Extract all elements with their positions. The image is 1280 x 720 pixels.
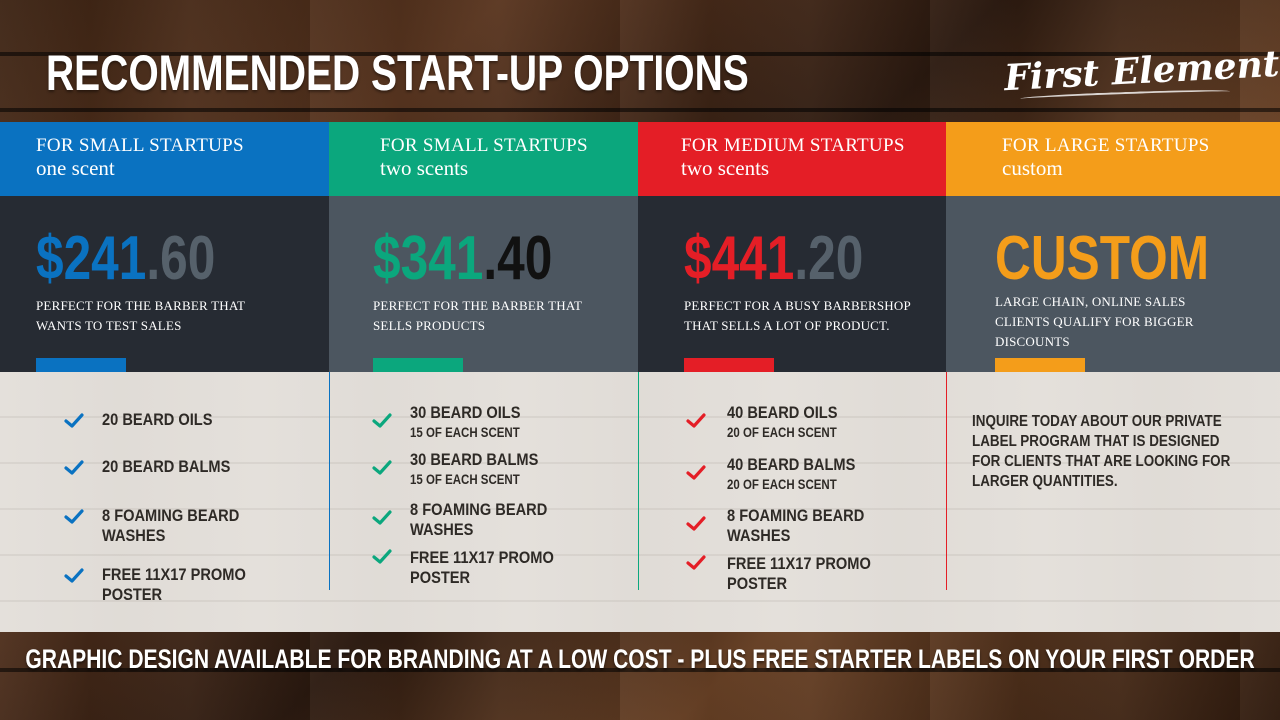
feature-item: 40 BEARD BALMS 20 OF EACH SCENT — [686, 455, 894, 506]
plan-description: LARGE CHAIN, ONLINE SALES CLIENTS QUALIF… — [995, 294, 1194, 349]
feature-title-cont: WASHES — [410, 520, 474, 539]
plan-card-small-one-scent: FOR SMALL STARTUPS one scent $241.60 PER… — [0, 122, 329, 372]
private-label-inquiry: INQUIRE TODAY ABOUT OUR PRIVATE LABEL PR… — [972, 413, 1231, 490]
feature-item: 8 FOAMING BEARD WASHES — [372, 500, 577, 548]
feature-title: 30 BEARD OILS — [410, 403, 521, 422]
feature-item: 20 BEARD BALMS — [64, 457, 269, 506]
feature-item: FREE 11X17 PROMO POSTER — [64, 565, 269, 609]
footer-banner: GRAPHIC DESIGN AVAILABLE FOR BRANDING AT… — [0, 632, 1280, 686]
feature-subtitle: 15 OF EACH SCENT — [410, 424, 520, 440]
features-band — [0, 372, 1280, 632]
feature-title: FREE 11X17 PROMO — [102, 565, 246, 584]
feature-item: FREE 11X17 PROMO POSTER — [372, 548, 577, 592]
plan-body: $441.20 PERFECT FOR A BUSY BARBERSHOP TH… — [638, 196, 946, 372]
column-divider-3 — [946, 372, 947, 590]
feature-subtitle: 20 OF EACH SCENT — [727, 476, 837, 492]
plan-price: $341.40 — [373, 228, 552, 290]
column-divider-1 — [329, 372, 330, 590]
plan-accent-bar — [684, 358, 774, 372]
plan-price: CUSTOM — [995, 228, 1209, 290]
plan-description: PERFECT FOR A BUSY BARBERSHOP THAT SELLS… — [684, 298, 911, 333]
plan-description: PERFECT FOR THE BARBER THAT WANTS TO TES… — [36, 298, 245, 333]
plan-features-list: 20 BEARD OILS 20 BEARD BALMS 8 FOAMING B… — [64, 410, 269, 609]
feature-title: FREE 11X17 PROMO — [727, 554, 871, 573]
plan-header-tier: FOR MEDIUM STARTUPS — [681, 135, 905, 156]
feature-title-cont: WASHES — [102, 526, 166, 545]
price-dollars: $441 — [684, 224, 795, 293]
feature-item: 8 FOAMING BEARD WASHES — [686, 506, 894, 554]
plan-features-list: 30 BEARD OILS 15 OF EACH SCENT 30 BEARD … — [372, 403, 577, 592]
feature-title: 40 BEARD BALMS — [727, 455, 856, 474]
plan-accent-bar — [36, 358, 126, 372]
plan-header: FOR SMALL STARTUPS one scent — [0, 122, 329, 196]
plan-header-scent: one scent — [36, 155, 115, 180]
feature-title-cont: POSTER — [102, 585, 163, 604]
plan-header-scent: custom — [1002, 155, 1063, 180]
checkmark-icon — [686, 555, 706, 570]
plan-header-tier: FOR SMALL STARTUPS — [380, 135, 588, 156]
plan-header: FOR LARGE STARTUPS custom — [946, 122, 1280, 196]
feature-item: 30 BEARD OILS 15 OF EACH SCENT — [372, 403, 577, 450]
feature-title-cont: WASHES — [727, 526, 791, 545]
plan-card-medium-two-scents: FOR MEDIUM STARTUPS two scents $441.20 P… — [638, 122, 946, 372]
plan-header: FOR MEDIUM STARTUPS two scents — [638, 122, 946, 196]
feature-subtitle: 15 OF EACH SCENT — [410, 471, 520, 487]
checkmark-icon — [64, 568, 84, 583]
plan-header-tier: FOR SMALL STARTUPS — [36, 135, 244, 156]
price-dollars: $241 — [36, 224, 147, 293]
feature-title: 30 BEARD BALMS — [410, 450, 539, 469]
plan-description: PERFECT FOR THE BARBER THAT SELLS PRODUC… — [373, 298, 582, 333]
price-dollars: $341 — [373, 224, 484, 293]
price-cents: .60 — [146, 224, 216, 293]
feature-title: 8 FOAMING BEARD — [102, 506, 240, 525]
feature-title: FREE 11X17 PROMO — [410, 548, 554, 567]
plan-price: $441.20 — [684, 228, 863, 290]
checkmark-icon — [64, 413, 84, 428]
checkmark-icon — [372, 510, 392, 525]
checkmark-icon — [64, 460, 84, 475]
plan-body: CUSTOM LARGE CHAIN, ONLINE SALES CLIENTS… — [946, 196, 1280, 372]
plan-accent-bar — [995, 358, 1085, 372]
plan-card-small-two-scents: FOR SMALL STARTUPS two scents $341.40 PE… — [329, 122, 638, 372]
checkmark-icon — [372, 549, 392, 564]
plan-features-list: 40 BEARD OILS 20 OF EACH SCENT 40 BEARD … — [686, 403, 894, 598]
plan-header-tier: FOR LARGE STARTUPS — [1002, 135, 1210, 156]
feature-title: 20 BEARD OILS — [102, 410, 213, 429]
plan-header-scent: two scents — [681, 155, 770, 180]
plan-accent-bar — [373, 358, 463, 372]
column-divider-2 — [638, 372, 639, 590]
plan-price: $241.60 — [36, 228, 215, 290]
plan-card-large-custom: FOR LARGE STARTUPS custom CUSTOM LARGE C… — [946, 122, 1280, 372]
plan-body: $241.60 PERFECT FOR THE BARBER THAT WANT… — [0, 196, 329, 372]
feature-title: 8 FOAMING BEARD — [727, 506, 865, 525]
price-cents: .20 — [794, 224, 864, 293]
checkmark-icon — [686, 465, 706, 480]
checkmark-icon — [686, 413, 706, 428]
feature-title: 8 FOAMING BEARD — [410, 500, 548, 519]
feature-subtitle: 20 OF EACH SCENT — [727, 424, 837, 440]
price-cents: .40 — [483, 224, 553, 293]
checkmark-icon — [64, 509, 84, 524]
feature-item: 20 BEARD OILS — [64, 410, 269, 457]
checkmark-icon — [372, 413, 392, 428]
checkmark-icon — [372, 460, 392, 475]
feature-title: 20 BEARD BALMS — [102, 457, 231, 476]
feature-item: 8 FOAMING BEARD WASHES — [64, 506, 269, 565]
checkmark-icon — [686, 516, 706, 531]
feature-item: 30 BEARD BALMS 15 OF EACH SCENT — [372, 450, 577, 500]
feature-item: FREE 11X17 PROMO POSTER — [686, 554, 894, 598]
feature-title-cont: POSTER — [727, 574, 788, 593]
plan-header: FOR SMALL STARTUPS two scents — [329, 122, 638, 196]
feature-title: 40 BEARD OILS — [727, 403, 838, 422]
page-title: RECOMMENDED START-UP OPTIONS — [46, 45, 749, 101]
plan-body: $341.40 PERFECT FOR THE BARBER THAT SELL… — [329, 196, 638, 372]
price-custom: CUSTOM — [995, 224, 1210, 293]
footer-text: GRAPHIC DESIGN AVAILABLE FOR BRANDING AT… — [25, 643, 1255, 674]
plan-header-scent: two scents — [380, 155, 469, 180]
feature-item: 40 BEARD OILS 20 OF EACH SCENT — [686, 403, 894, 455]
feature-title-cont: POSTER — [410, 568, 471, 587]
